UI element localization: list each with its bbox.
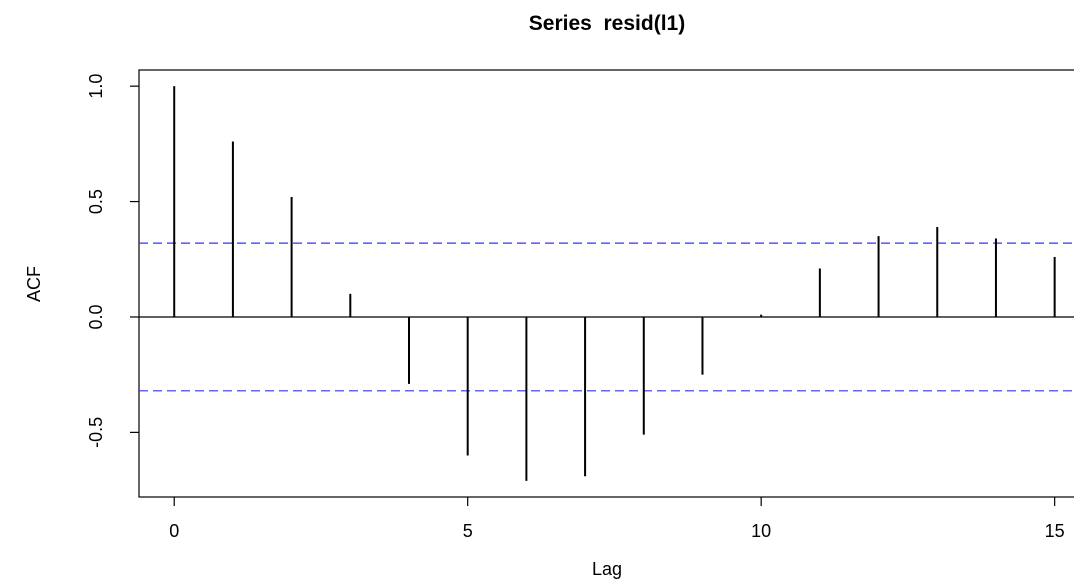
y-axis-label: ACF bbox=[24, 266, 44, 302]
acf-bars bbox=[173, 86, 1056, 481]
y-axis: -0.5 0.0 0.5 1.0 bbox=[86, 74, 139, 448]
x-tick-label: 10 bbox=[751, 521, 771, 541]
x-tick-label: 15 bbox=[1045, 521, 1065, 541]
x-tick-label: 0 bbox=[169, 521, 179, 541]
y-tick-label: -0.5 bbox=[86, 417, 106, 448]
y-tick-label: 0.5 bbox=[86, 189, 106, 214]
plot-frame bbox=[138, 69, 1074, 498]
x-axis: 0 5 10 15 bbox=[169, 497, 1065, 541]
x-tick-label: 5 bbox=[463, 521, 473, 541]
x-axis-label: Lag bbox=[592, 559, 622, 579]
chart-title: Series resid(l1) bbox=[529, 12, 685, 35]
y-tick-label: 0.0 bbox=[86, 304, 106, 329]
y-tick-label: 1.0 bbox=[86, 74, 106, 99]
